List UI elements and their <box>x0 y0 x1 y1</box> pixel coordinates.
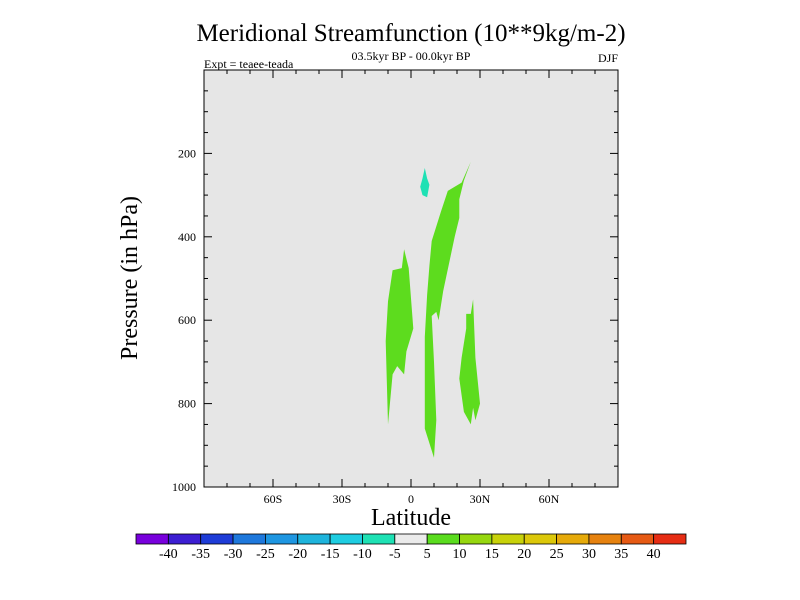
colorbar-label: 30 <box>582 547 596 562</box>
colorbar-swatch <box>523 533 557 545</box>
region-positive-left <box>385 249 414 425</box>
colorbar-swatch <box>459 533 493 545</box>
experiment-label: Expt = teaee-teada <box>204 57 294 71</box>
y-tick-label: 1000 <box>172 480 196 494</box>
colorbar-label: 25 <box>550 547 564 562</box>
colorbar: -40 -35 -30 -25 -20 -15 -10 -5 5 10 15 20 25 30 35 40 <box>135 533 687 562</box>
contour-regions <box>385 161 480 458</box>
plot-frame <box>203 69 619 488</box>
chart-subtitle: 03.5kyr BP - 00.0kyr BP <box>352 49 471 63</box>
plot-background <box>204 70 618 487</box>
colorbar-label: 5 <box>424 547 431 562</box>
region-negative-upper <box>420 168 430 198</box>
y-axis-label: Pressure (in hPa) <box>117 196 143 360</box>
x-tick-label: 60N <box>539 492 560 506</box>
colorbar-label: -30 <box>224 547 243 562</box>
x-tick-label: 30N <box>470 492 491 506</box>
colorbar-label: -25 <box>256 547 275 562</box>
colorbar-label: 20 <box>517 547 531 562</box>
colorbar-label: -35 <box>191 547 210 562</box>
colorbar-swatch <box>200 533 234 545</box>
x-tick-label: 30S <box>333 492 352 506</box>
region-positive-right <box>459 299 480 425</box>
colorbar-label: 35 <box>614 547 628 562</box>
colorbar-label: -20 <box>288 547 307 562</box>
axis-ticks: 60S 30S 0 30N 60N 200 400 600 800 1000 <box>172 70 618 506</box>
chart-title: Meridional Streamfunction (10**9kg/m-2) <box>196 20 625 47</box>
colorbar-swatch <box>135 533 169 545</box>
colorbar-swatch <box>362 533 396 545</box>
colorbar-swatch <box>167 533 202 545</box>
colorbar-swatch <box>556 533 590 545</box>
colorbar-swatch <box>491 533 525 545</box>
colorbar-swatch <box>232 533 266 545</box>
colorbar-label: -40 <box>159 547 178 562</box>
colorbar-swatch <box>297 533 331 545</box>
colorbar-label: 15 <box>485 547 499 562</box>
x-axis-label: Latitude <box>371 505 451 531</box>
y-tick-label: 200 <box>178 146 196 160</box>
colorbar-label: -5 <box>389 547 401 562</box>
colorbar-swatch <box>329 533 363 545</box>
colorbar-label: -10 <box>353 547 372 562</box>
colorbar-label: 40 <box>647 547 661 562</box>
y-tick-label: 600 <box>178 313 196 327</box>
colorbar-swatch <box>588 533 622 545</box>
season-label: DJF <box>598 51 618 65</box>
colorbar-label: 10 <box>453 547 467 562</box>
colorbar-swatch <box>265 533 299 545</box>
region-positive-center <box>424 161 471 458</box>
x-tick-label: 60S <box>264 492 283 506</box>
x-tick-label: 0 <box>408 492 414 506</box>
colorbar-swatch <box>620 533 655 545</box>
y-tick-label: 800 <box>178 397 196 411</box>
colorbar-swatch <box>653 533 687 545</box>
y-tick-label: 400 <box>178 230 196 244</box>
colorbar-swatch <box>394 533 428 545</box>
colorbar-swatch <box>426 533 460 545</box>
colorbar-label: -15 <box>321 547 340 562</box>
